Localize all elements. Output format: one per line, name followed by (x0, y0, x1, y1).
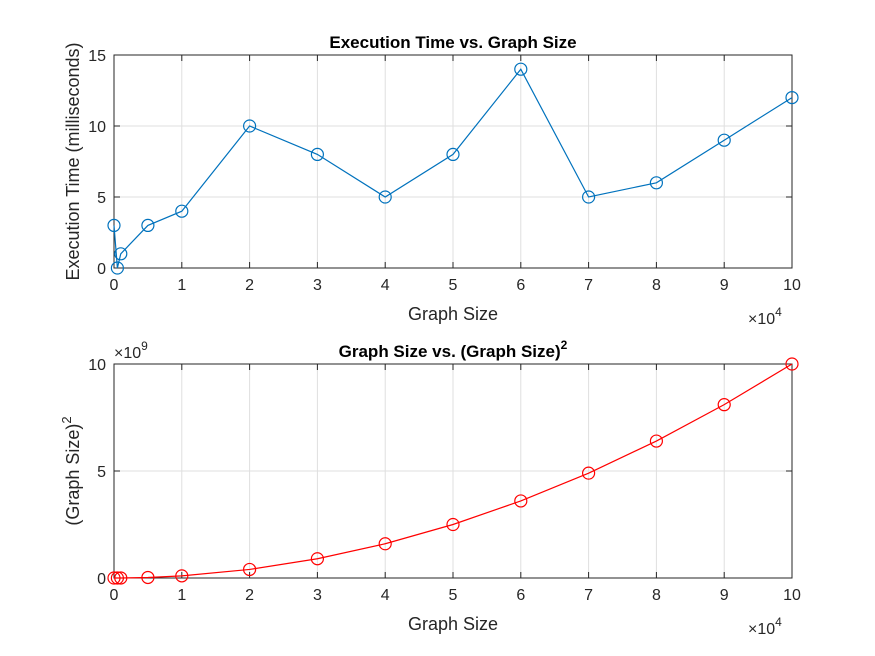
data-point (514, 494, 528, 508)
y-tick-label: 15 (88, 48, 106, 65)
x-tick-label: 7 (584, 587, 593, 604)
x-tick-label: 0 (110, 587, 119, 604)
x-tick-label: 1 (177, 277, 186, 294)
x-tick-label: 9 (720, 277, 729, 294)
x-tick-label: 6 (516, 587, 525, 604)
x-exponent-label: ×104 (748, 305, 782, 328)
series-line (113, 363, 793, 579)
x-axis-label: Graph Size (408, 614, 498, 634)
data-point (378, 190, 392, 204)
x-axis-label: Graph Size (408, 304, 498, 324)
data-point (310, 552, 324, 566)
x-tick-label: 2 (245, 277, 254, 294)
data-point (717, 133, 731, 147)
data-point (141, 218, 155, 232)
data-point (649, 434, 664, 448)
chart-title: Execution Time vs. Graph Size (329, 33, 576, 52)
x-exponent-label: ×104 (748, 615, 782, 638)
y-tick-label: 0 (97, 571, 106, 588)
data-point (581, 190, 596, 204)
x-tick-label: 5 (449, 587, 458, 604)
data-point (446, 517, 460, 532)
chart-2: 0 1 2 3 4 5 6 7 8 9 10 0 5 10 Graph Size vs. (Graph Si… (59, 338, 801, 638)
data-point (649, 176, 664, 190)
x-tick-label: 10 (783, 277, 801, 294)
x-tick-label: 1 (177, 587, 186, 604)
x-tick-label: 8 (652, 277, 661, 294)
y-tick-label: 0 (97, 261, 106, 278)
data-point (175, 204, 189, 218)
data-point (785, 90, 799, 105)
x-tick-label: 8 (652, 587, 661, 604)
data-point (110, 261, 124, 275)
data-point (141, 570, 155, 585)
y-axis-label: Execution Time (milliseconds) (63, 42, 83, 280)
x-tick-label: 7 (584, 277, 593, 294)
x-tick-label: 5 (449, 277, 458, 294)
data-point (110, 571, 124, 585)
chart-1: 0 1 2 3 4 5 6 7 8 9 10 0 5 10 15 Execution Time vs. Gra… (63, 33, 801, 328)
x-tick-label: 0 (110, 277, 119, 294)
x-tick-label: 9 (720, 587, 729, 604)
data-point (114, 247, 128, 261)
y-tick-label: 5 (97, 190, 106, 207)
data-point (310, 147, 324, 161)
x-tick-label: 3 (313, 277, 322, 294)
x-tick-label: 2 (245, 587, 254, 604)
chart-title: Graph Size vs. (Graph Size)2 (339, 338, 568, 361)
data-point (514, 62, 528, 76)
y-label-superscript: 2 (59, 416, 74, 423)
y-tick-label: 10 (88, 119, 106, 136)
y-axis-label: (Graph Size)2 (59, 416, 83, 525)
x-tick-label: 4 (381, 587, 390, 604)
data-point (581, 466, 596, 480)
data-point (114, 571, 128, 585)
data-point (446, 147, 460, 161)
data-point (107, 571, 121, 585)
data-point (378, 537, 392, 551)
data-point (785, 357, 799, 371)
y-exponent-label: ×109 (114, 339, 148, 362)
data-point (107, 218, 121, 232)
x-tick-label: 3 (313, 587, 322, 604)
x-tick-label: 10 (783, 587, 801, 604)
data-point (243, 119, 257, 133)
data-point (717, 398, 731, 412)
y-tick-label: 5 (97, 464, 106, 481)
x-tick-label: 6 (516, 277, 525, 294)
title-superscript: 2 (561, 338, 568, 352)
data-point (175, 569, 189, 583)
data-point (243, 562, 257, 577)
y-tick-label: 10 (88, 357, 106, 374)
x-tick-label: 4 (381, 277, 390, 294)
